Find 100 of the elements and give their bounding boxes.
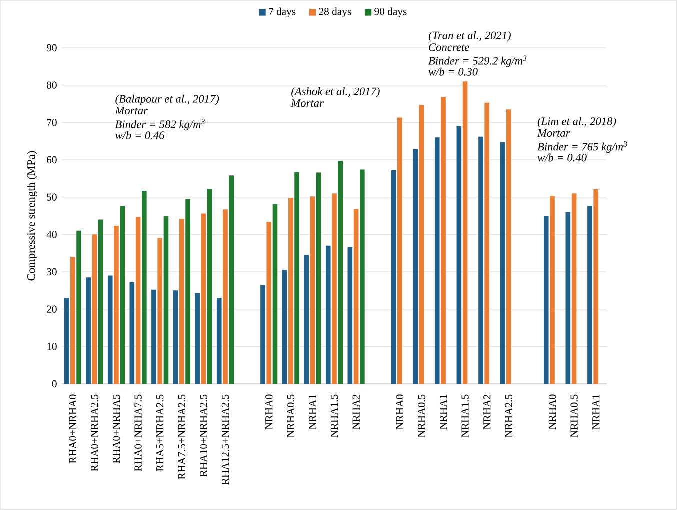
bar <box>462 82 468 384</box>
annotation: (Ashok et al., 2017) <box>292 87 380 98</box>
x-tick-label: RHA7.5+NRHA2.5 <box>178 394 186 480</box>
bar <box>550 196 555 384</box>
x-tick-label: NRHA2 <box>352 394 360 430</box>
bar <box>360 170 365 384</box>
bar <box>260 285 266 384</box>
x-tick-label: RHA0+NRHA2.5 <box>91 394 98 472</box>
bar <box>310 196 316 384</box>
bar <box>588 206 592 384</box>
bar <box>326 246 331 384</box>
bar <box>282 270 288 384</box>
x-tick-label: NRHA0 <box>396 394 404 430</box>
bar <box>478 136 484 384</box>
bar <box>223 210 228 384</box>
x-tick-label: NRHA1 <box>592 395 600 430</box>
x-tick-label: NRHA1.5 <box>330 394 338 438</box>
annotation: (Balapour et al., 2017) <box>116 94 220 106</box>
x-tick-label: RHA12.5+NRHA2.5 <box>222 394 230 485</box>
annotation: Binder = 765 kg/m$^{3}$ <box>538 142 628 154</box>
bar <box>434 138 440 384</box>
x-tick-label: NRHA1.5 <box>462 394 469 438</box>
bar <box>544 216 549 384</box>
annotation: Mortar <box>537 129 570 138</box>
bar <box>186 199 190 384</box>
bar <box>108 276 113 384</box>
x-tick-label: RHA0+NRHA0 <box>69 394 76 464</box>
annotation: Binder = 582 kg/m$^{3}$ <box>115 119 205 131</box>
text: (Tran et al., 2021) <box>428 31 511 42</box>
bar <box>419 105 424 384</box>
bar <box>338 161 344 384</box>
annotation: w/b = 0.30 <box>428 68 478 76</box>
x-tick-label: NRHA2.5 <box>505 394 513 438</box>
bar <box>594 189 599 384</box>
bar <box>142 190 147 384</box>
bar <box>354 209 359 384</box>
y-tick-label: 60 <box>47 156 57 164</box>
bar <box>413 149 418 384</box>
bar <box>201 214 206 384</box>
bar <box>348 247 353 384</box>
y-tick-label: 70 <box>47 119 57 126</box>
annotation: w/b = 0.46 <box>116 131 165 140</box>
annotation: Mortar <box>115 107 148 115</box>
y-tick-label: 40 <box>46 231 57 238</box>
bar <box>92 234 98 384</box>
bar <box>506 110 512 384</box>
bar <box>304 255 309 384</box>
bar <box>164 216 169 384</box>
y-tick-label: 50 <box>47 194 57 201</box>
bar <box>332 194 337 384</box>
legend-label: 90 days <box>374 8 407 18</box>
bar <box>195 293 200 384</box>
annotation: Binder = 529.2 kg/m$^{3}$ <box>428 56 527 68</box>
bar <box>130 282 135 384</box>
y-tick-label: 90 <box>46 44 57 52</box>
x-tick-label: NRHA1 <box>440 395 448 430</box>
bar <box>398 118 402 384</box>
x-tick-label: RHA0+NRHA7.5 <box>134 394 142 472</box>
x-tick-label: NRHA0 <box>266 394 273 430</box>
x-tick-label: RHA10+NRHA2.5 <box>200 394 208 477</box>
x-tick-label: NRHA0 <box>548 394 556 430</box>
x-tick-label: NRHA0.5 <box>418 394 426 438</box>
bar <box>391 170 396 384</box>
x-tick-label: RHA0+NRHA5 <box>112 394 120 464</box>
bar <box>441 97 446 384</box>
bar <box>98 220 104 384</box>
x-tick-label: RHA5+NRHA2.5 <box>156 394 164 472</box>
y-tick-label: 10 <box>48 343 57 350</box>
bar <box>152 290 156 384</box>
bar <box>120 206 126 384</box>
x-tick-label: NRHA2 <box>484 394 491 430</box>
bar <box>288 198 294 384</box>
bar <box>272 204 278 384</box>
bar <box>114 226 119 384</box>
bar <box>64 298 70 384</box>
bar <box>266 222 272 384</box>
bar <box>136 217 141 384</box>
y-tick-label: 20 <box>47 306 57 313</box>
bar <box>173 290 178 384</box>
annotation: w/b = 0.40 <box>538 154 587 162</box>
bar <box>316 172 322 384</box>
bar <box>216 298 222 384</box>
bar <box>572 194 577 384</box>
bar <box>158 238 163 384</box>
y-tick-label: 30 <box>47 268 57 276</box>
bar <box>76 230 82 384</box>
bar <box>456 126 462 384</box>
bar <box>566 212 571 384</box>
annotation: Mortar <box>291 100 324 108</box>
y-tick-label: 80 <box>47 82 57 89</box>
x-tick-label: NRHA0.5 <box>570 394 578 438</box>
x-tick-label: NRHA0.5 <box>287 394 295 438</box>
y-tick-label: 0 <box>52 380 57 388</box>
x-tick-label: NRHA1 <box>309 395 316 430</box>
annotation: Concrete <box>429 44 470 52</box>
y-axis-title: Compressive strength (MPa) <box>27 151 38 281</box>
bar <box>70 257 76 384</box>
legend-label: 7 days <box>269 8 296 18</box>
bar <box>180 218 184 384</box>
bar <box>86 278 91 384</box>
